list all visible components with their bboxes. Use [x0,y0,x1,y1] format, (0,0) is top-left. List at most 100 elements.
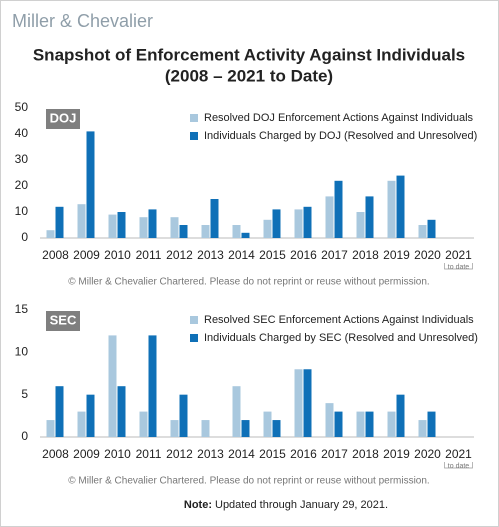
x-tick-label: 2021 [445,248,472,262]
bar [272,420,281,437]
bar [325,196,334,238]
bar [148,335,157,437]
x-tick-label: 2008 [42,248,69,262]
bar [325,403,334,437]
bar [418,225,427,238]
x-tick-label: 2016 [290,447,317,461]
x-tick-label: 2020 [414,248,441,262]
y-tick-label: 40 [15,126,29,140]
x-tick-label: 2014 [228,248,255,262]
legend-label: Individuals Charged by DOJ (Resolved and… [204,130,477,142]
legend-swatch [190,334,198,342]
copyright: © Miller & Chevalier Chartered. Please d… [68,476,429,487]
bar [396,175,405,238]
bar [117,386,126,437]
legend-swatch [190,114,198,122]
x-tick-label: 2015 [259,248,286,262]
y-tick-label: 10 [15,345,29,359]
bar [365,411,374,437]
note-label: Note: [184,499,212,511]
brand: Miller & Chevalier [12,11,153,31]
x-tick-label: 2013 [197,248,224,262]
bar [365,196,374,238]
y-tick-label: 50 [15,100,29,114]
x-tick-label: 2010 [104,447,131,461]
x-tick-label: 2018 [352,248,379,262]
bar [201,225,210,238]
bar [86,131,95,238]
legend-label: Individuals Charged by SEC (Resolved and… [204,332,478,344]
annotation: to date [448,463,470,470]
bar [334,180,343,238]
x-tick-label: 2016 [290,248,317,262]
y-tick-label: 0 [21,429,28,443]
panel-label-box [46,311,80,331]
bar [263,219,272,238]
bar [170,420,179,437]
x-tick-label: 2019 [383,447,410,461]
title-line: (2008 – 2021 to Date) [165,66,333,85]
bar [232,386,241,437]
bar [86,394,95,437]
x-tick-label: 2017 [321,447,348,461]
panel-label: SEC [50,312,77,327]
bar [46,420,55,437]
bar [108,214,117,238]
bar [55,206,64,238]
x-tick-label: 2015 [259,447,286,461]
x-tick-label: 2017 [321,248,348,262]
bar [387,411,396,437]
bar [334,411,343,437]
bar [77,204,86,238]
bar [418,420,427,437]
annotation-bracket [444,263,473,270]
bar [294,209,303,238]
bar [77,411,86,437]
bar [263,411,272,437]
x-tick-label: 2009 [73,447,100,461]
x-tick-label: 2011 [136,248,162,262]
x-tick-label: 2018 [352,447,379,461]
bar [232,225,241,238]
x-tick-label: 2010 [104,248,131,262]
bar [201,420,210,437]
bar [46,230,55,238]
x-tick-label: 2014 [228,447,255,461]
bar [241,420,250,437]
bar [427,411,436,437]
panel-label: DOJ [50,110,77,125]
bar [294,369,303,437]
x-tick-label: 2008 [42,447,69,461]
copyright: © Miller & Chevalier Chartered. Please d… [68,277,429,288]
bar [117,212,126,238]
legend-label: Resolved DOJ Enforcement Actions Against… [204,112,474,124]
y-tick-label: 0 [21,230,28,244]
panel-label-box [46,109,80,129]
bar [387,180,396,238]
x-tick-label: 2012 [166,447,193,461]
y-tick-label: 30 [15,152,29,166]
bar [148,209,157,238]
note: Updated through January 29, 2021. [215,499,388,511]
bar [303,206,312,238]
bar [427,219,436,238]
legend-swatch [190,316,198,324]
y-tick-label: 20 [15,178,29,192]
bar [55,386,64,437]
x-tick-label: 2021 [445,447,472,461]
title-line: Snapshot of Enforcement Activity Against… [33,45,465,64]
bar [210,199,219,238]
bar [139,411,148,437]
legend-label: Resolved SEC Enforcement Actions Against… [204,314,474,326]
bar [170,217,179,238]
bar [139,217,148,238]
bar [303,369,312,437]
bar [179,225,188,238]
x-tick-label: 2011 [136,447,162,461]
legend-swatch [190,132,198,140]
bar [241,232,250,238]
bar [356,212,365,238]
bar [356,411,365,437]
